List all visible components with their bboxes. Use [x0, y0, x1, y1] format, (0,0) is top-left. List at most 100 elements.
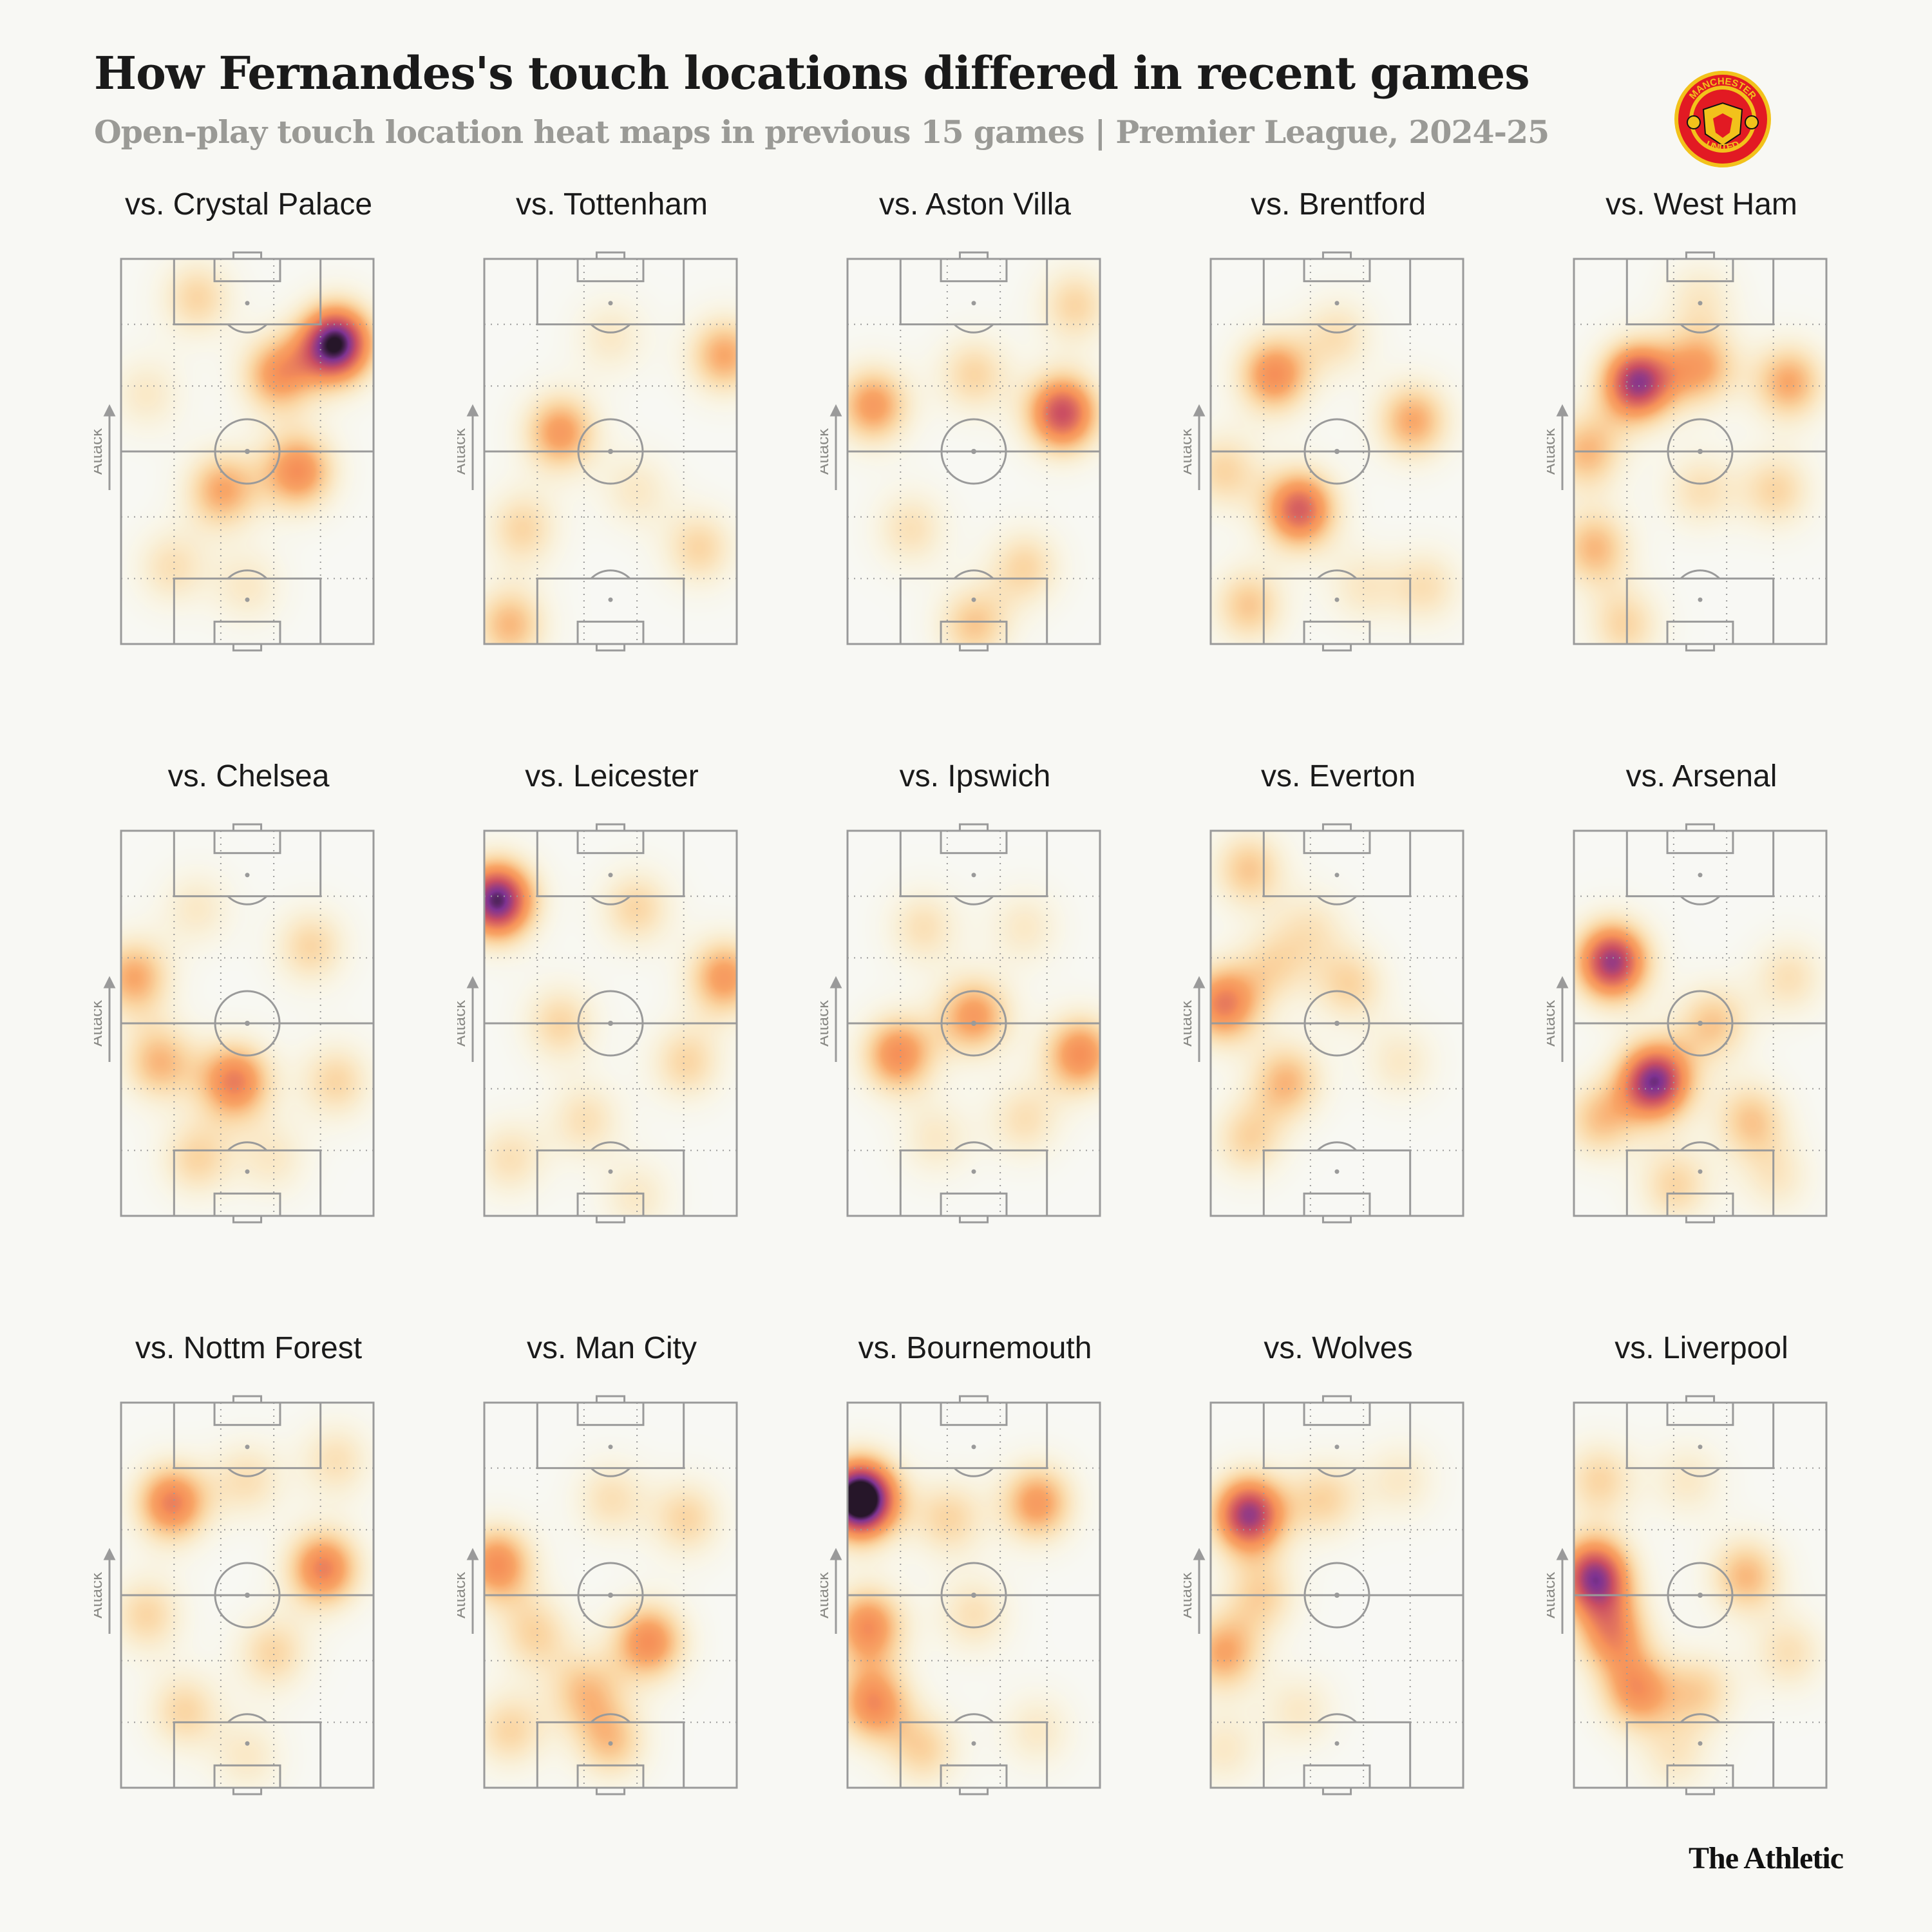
attack-label: Attack	[820, 999, 832, 1046]
heatmap-panel: vs. Tottenham Attack	[457, 187, 766, 676]
heatmap-panel: vs. Chelsea Attack	[94, 759, 403, 1248]
pitch-spots	[245, 1444, 250, 1746]
pitch-svg: Attack	[820, 1395, 1101, 1795]
attack-label: Attack	[94, 1571, 106, 1618]
heatmap-panel: vs. Crystal Palace Attack	[94, 187, 403, 676]
panel-title: vs. West Ham	[1605, 187, 1797, 222]
attack-arrow-icon	[103, 1548, 116, 1634]
attack-label: Attack	[1547, 999, 1558, 1046]
pitch-svg: Attack	[820, 823, 1101, 1224]
panel-title: vs. Tottenham	[516, 187, 708, 222]
heatmap-panel: vs. Wolves Attack	[1184, 1331, 1493, 1820]
attack-label: Attack	[1184, 999, 1195, 1046]
attack-arrow-icon	[1193, 1548, 1206, 1634]
attack-label: Attack	[1184, 1571, 1195, 1618]
attack-arrow-icon	[1556, 404, 1569, 490]
pitch-spots	[608, 1444, 613, 1746]
panel-title: vs. Arsenal	[1625, 759, 1777, 793]
pitch-svg: Attack	[1547, 1395, 1828, 1795]
heatmap-panel: vs. Arsenal Attack	[1547, 759, 1856, 1248]
panel-title: vs. Wolves	[1264, 1331, 1413, 1365]
heatmap-panel: vs. Liverpool Attack	[1547, 1331, 1856, 1820]
attack-arrow-icon	[1193, 404, 1206, 490]
pitch-spots	[1698, 1444, 1703, 1746]
pitch-svg: Attack	[94, 251, 375, 652]
heatmap-panel: vs. Man City Attack	[457, 1331, 766, 1820]
heatmap-panel: vs. Aston Villa Attack	[820, 187, 1130, 676]
panel-title: vs. Brentford	[1250, 187, 1426, 222]
panel-title: vs. Bournemouth	[858, 1331, 1092, 1365]
pitch-spots	[1698, 873, 1703, 1174]
chart-title: How Fernandes's touch locations differed…	[94, 46, 1530, 100]
pitch-svg: Attack	[1184, 251, 1464, 652]
attack-label: Attack	[457, 1571, 469, 1618]
panel-title: vs. Chelsea	[167, 759, 330, 793]
attack-arrow-icon	[1556, 1548, 1569, 1634]
attack-arrow-icon	[103, 976, 116, 1062]
attack-label: Attack	[1547, 1571, 1558, 1618]
attack-arrow-icon	[829, 976, 842, 1062]
panel-title: vs. Nottm Forest	[135, 1331, 363, 1365]
pitch-spots	[971, 1444, 976, 1746]
attack-arrow-icon	[829, 404, 842, 490]
pitch-spots	[1334, 873, 1340, 1174]
attack-arrow-icon	[466, 404, 479, 490]
attack-label: Attack	[457, 428, 469, 475]
pitch-svg: Attack	[820, 251, 1101, 652]
pitch-lines	[483, 251, 738, 652]
attack-arrow-icon	[466, 976, 479, 1062]
pitch-lines	[120, 823, 375, 1224]
attack-label: Attack	[820, 428, 832, 475]
pitch-svg: Attack	[1184, 1395, 1464, 1795]
panel-title: vs. Everton	[1260, 759, 1416, 793]
pitch-spots	[1698, 301, 1703, 602]
pitch-lines	[120, 251, 375, 652]
attack-label: Attack	[1547, 428, 1558, 475]
panel-title: vs. Man City	[526, 1331, 697, 1365]
attack-arrow-icon	[466, 1548, 479, 1634]
pitch-svg: Attack	[94, 823, 375, 1224]
heatmap-panel: vs. Ipswich Attack	[820, 759, 1130, 1248]
heatmap-panel: vs. Everton Attack	[1184, 759, 1493, 1248]
attack-arrow-icon	[1193, 976, 1206, 1062]
pitch-lines	[483, 823, 738, 1224]
pitch-spots	[245, 873, 250, 1174]
heatmap-panel: vs. Nottm Forest Attack	[94, 1331, 403, 1820]
pitch-lines	[120, 1395, 375, 1795]
pitch-spots	[971, 301, 976, 602]
attack-label: Attack	[94, 999, 106, 1046]
pitch-svg: Attack	[1547, 251, 1828, 652]
svg-text:UNITED: UNITED	[1704, 139, 1741, 154]
manchester-united-crest-icon: MANCHESTER UNITED	[1674, 71, 1771, 167]
panel-title: vs. Crystal Palace	[124, 187, 373, 222]
pitch-svg: Attack	[457, 251, 738, 652]
pitch-svg: Attack	[94, 1395, 375, 1795]
pitch-spots	[971, 873, 976, 1174]
attack-arrow-icon	[829, 1548, 842, 1634]
attack-arrow-icon	[1556, 976, 1569, 1062]
attack-label: Attack	[1184, 428, 1195, 475]
attack-label: Attack	[820, 1571, 832, 1618]
pitch-spots	[608, 873, 613, 1174]
publisher-logo: The Athletic	[1689, 1841, 1844, 1875]
pitch-spots	[1334, 1444, 1340, 1746]
pitch-svg: Attack	[1547, 823, 1828, 1224]
pitch-svg: Attack	[457, 1395, 738, 1795]
pitch-svg: Attack	[457, 823, 738, 1224]
attack-label: Attack	[94, 428, 106, 475]
pitch-spots	[245, 301, 250, 602]
heatmap-panel: vs. Brentford Attack	[1184, 187, 1493, 676]
pitch-svg: Attack	[1184, 823, 1464, 1224]
chart-subtitle: Open-play touch location heat maps in pr…	[94, 113, 1549, 151]
heatmap-panel: vs. Bournemouth Attack	[820, 1331, 1130, 1820]
attack-arrow-icon	[103, 404, 116, 490]
attack-label: Attack	[457, 999, 469, 1046]
panel-title: vs. Leicester	[525, 759, 699, 793]
pitch-spots	[608, 301, 613, 602]
panel-title: vs. Liverpool	[1615, 1331, 1788, 1365]
panel-title: vs. Aston Villa	[879, 187, 1071, 222]
heatmap-panel: vs. West Ham Attack	[1547, 187, 1856, 676]
pitch-spots	[1334, 301, 1340, 602]
logo-text-bottom: UNITED	[1704, 139, 1741, 154]
